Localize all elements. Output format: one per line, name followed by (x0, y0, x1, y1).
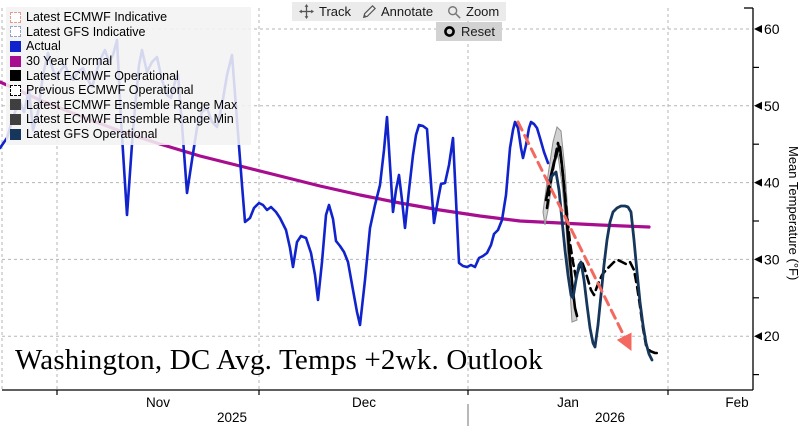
y-tick-label: 50 (764, 98, 780, 114)
annotate-button[interactable]: Annotate (355, 2, 441, 21)
legend-swatch-icon (10, 113, 21, 125)
legend-swatch-icon (10, 40, 21, 52)
y-major-tick-arrow (754, 255, 762, 264)
button-label: Reset (461, 24, 495, 39)
ring-icon (443, 25, 456, 38)
page-title: Washington, DC Avg. Temps +2wk. Outlook (15, 344, 543, 376)
legend-item[interactable]: Latest ECMWF Indicative (10, 10, 246, 25)
legend-swatch-icon (10, 11, 21, 23)
legend: Latest ECMWF Indicative Latest GFS Indica… (6, 7, 251, 146)
pencil-icon (362, 4, 376, 19)
x-year-label: 2026 (595, 410, 625, 425)
legend-swatch-icon (10, 99, 21, 111)
legend-item[interactable]: 30 Year Normal (10, 54, 246, 69)
y-major-tick-arrow (754, 101, 762, 110)
magnifier-icon (447, 5, 461, 19)
legend-item-label: Latest ECMWF Ensemble Range Max (26, 97, 238, 112)
button-label: Track (319, 4, 352, 19)
x-month-label: Dec (352, 395, 376, 410)
zoom-button[interactable]: Zoom (440, 2, 507, 21)
legend-item[interactable]: Actual (10, 39, 246, 54)
series-latest-gfs-operational (546, 170, 654, 362)
legend-item-label: Latest GFS Operational (26, 127, 158, 142)
move-crosshair-icon (299, 4, 314, 19)
legend-item[interactable]: Latest ECMWF Ensemble Range Min (10, 112, 246, 127)
legend-item[interactable]: Latest ECMWF Operational (10, 68, 246, 83)
x-month-label: Jan (557, 395, 579, 410)
legend-item-label: Latest ECMWF Ensemble Range Min (26, 112, 234, 127)
legend-swatch-icon (10, 26, 21, 38)
legend-item-label: Latest ECMWF Operational (26, 68, 179, 83)
button-label: Annotate (381, 4, 434, 19)
legend-item[interactable]: Latest ECMWF Ensemble Range Max (10, 98, 246, 113)
legend-swatch-icon (10, 128, 21, 140)
series-latest-ecmwf-indicative (516, 120, 632, 351)
legend-swatch-icon (10, 84, 21, 96)
y-tick-label: 40 (764, 175, 780, 191)
y-tick-label: 30 (764, 251, 780, 267)
legend-item[interactable]: Previous ECMWF Operational (10, 83, 246, 98)
legend-swatch-icon (10, 55, 21, 67)
legend-swatch-icon (10, 70, 21, 82)
y-tick-label: 60 (764, 21, 780, 37)
legend-item-label: Actual (26, 39, 61, 54)
y-major-tick-arrow (754, 178, 762, 187)
x-month-label: Nov (146, 395, 170, 410)
y-tick-label: 20 (764, 328, 780, 344)
x-month-label: Feb (725, 395, 748, 410)
y-major-tick-arrow (754, 25, 762, 33)
reset-button[interactable]: Reset (436, 22, 502, 41)
legend-item-label: Previous ECMWF Operational (26, 83, 194, 98)
legend-item[interactable]: Latest GFS Indicative (10, 25, 246, 40)
y-major-tick-arrow (754, 332, 762, 341)
x-year-label: 2025 (217, 410, 247, 425)
y-axis-title: Mean Temperature (°F) (786, 145, 801, 281)
track-button[interactable]: Track (292, 2, 359, 21)
legend-item-label: Latest GFS Indicative (26, 24, 146, 39)
button-label: Zoom (466, 4, 500, 19)
legend-item-label: 30 Year Normal (26, 54, 113, 69)
legend-item-label: Latest ECMWF Indicative (26, 10, 168, 25)
legend-item[interactable]: Latest GFS Operational (10, 127, 246, 142)
